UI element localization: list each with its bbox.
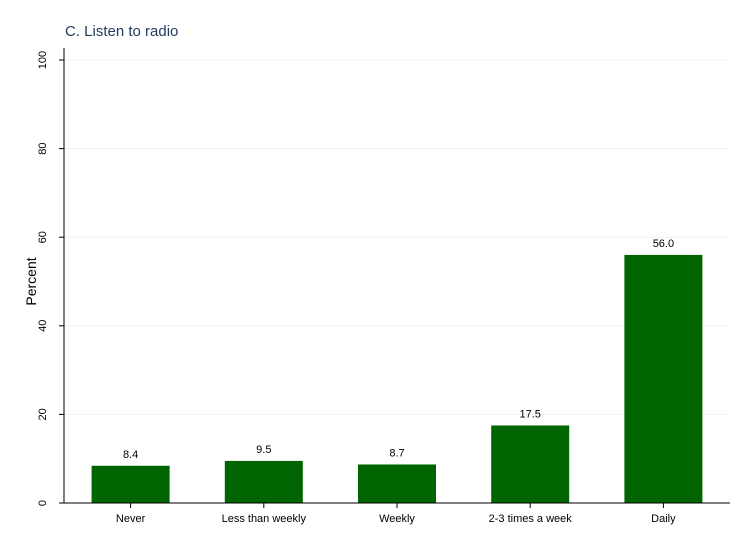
x-tick-label: Never	[116, 513, 146, 525]
x-tick-label: Weekly	[379, 513, 415, 525]
x-tick-labels: Never Less than weekly Weekly 2-3 times a w…	[116, 513, 676, 525]
y-tick-label: 20	[37, 408, 49, 420]
data-labels: 8.4 9.5 8.7 17.5 56.0	[123, 238, 674, 461]
x-tick-label: Daily	[651, 513, 676, 525]
bar	[491, 425, 570, 503]
y-tick-label: 80	[37, 142, 49, 154]
data-label: 8.4	[123, 449, 138, 461]
y-tick-label: 100	[37, 51, 49, 69]
data-label: 9.5	[256, 444, 271, 456]
x-tick-label: Less than weekly	[222, 513, 307, 525]
bar	[624, 254, 703, 503]
y-tick-label: 0	[37, 500, 49, 506]
chart-title: C. Listen to radio	[65, 23, 178, 40]
data-label: 17.5	[519, 408, 540, 420]
bar	[224, 460, 303, 503]
x-tick-label: 2-3 times a week	[489, 513, 573, 525]
axes	[59, 48, 730, 508]
y-tick-labels: 0 20 40 60 80 100	[37, 51, 49, 506]
grid-lines	[64, 59, 730, 415]
bar	[358, 464, 436, 503]
bars	[91, 254, 703, 503]
data-label: 56.0	[653, 238, 674, 250]
bar	[91, 465, 170, 503]
y-axis-label: Percent	[23, 257, 39, 305]
y-tick-label: 40	[37, 320, 49, 332]
data-label: 8.7	[389, 447, 404, 459]
y-tick-label: 60	[37, 231, 49, 243]
